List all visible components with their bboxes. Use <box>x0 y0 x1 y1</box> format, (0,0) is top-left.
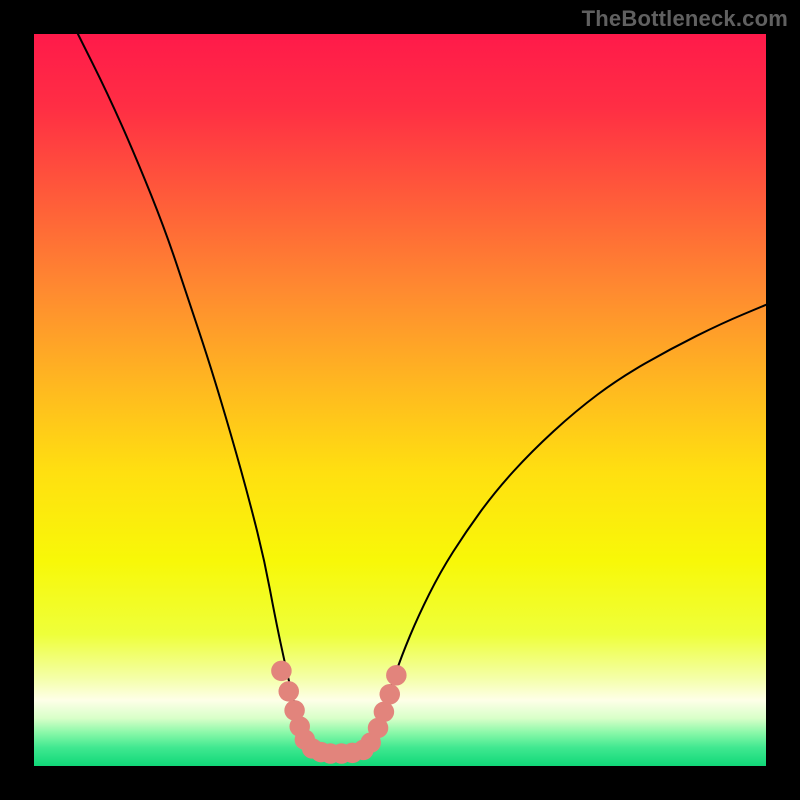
curve-marker <box>271 661 291 681</box>
plot-svg <box>34 34 766 766</box>
watermark-text: TheBottleneck.com <box>582 6 788 32</box>
curve-marker <box>386 665 406 685</box>
curve-marker <box>278 681 298 701</box>
plot-background <box>34 34 766 766</box>
chart-frame: TheBottleneck.com <box>0 0 800 800</box>
curve-marker <box>374 702 394 722</box>
bottleneck-plot <box>34 34 766 766</box>
curve-marker <box>380 684 400 704</box>
